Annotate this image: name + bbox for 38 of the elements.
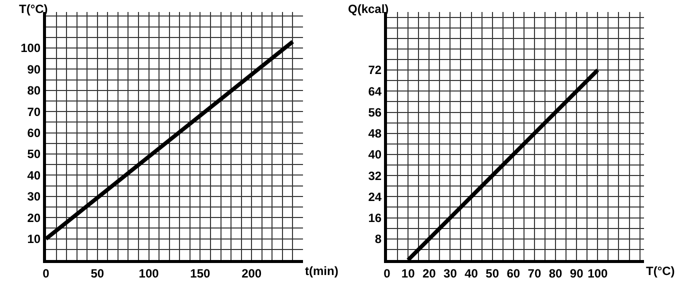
y-tick-label: 40 [368, 148, 382, 162]
x-tick-label: 20 [422, 266, 436, 280]
y-tick-label: 40 [27, 168, 41, 182]
y-tick-label: 80 [27, 84, 41, 98]
y-tick-label: 32 [368, 168, 382, 183]
y-tick-label: 16 [368, 210, 382, 225]
y-axis-title: Q(kcal) [348, 2, 389, 16]
x-tick-label: 90 [570, 266, 584, 280]
x-tick-label: 10 [401, 266, 416, 280]
y-tick-label: 30 [27, 190, 41, 204]
y-tick-label: 10 [27, 232, 41, 246]
x-tick-label: 30 [444, 266, 458, 280]
y-tick-label: 48 [368, 126, 382, 141]
x-tick-label: 0 [384, 266, 391, 280]
x-tick-label: 80 [548, 266, 563, 280]
y-tick-label: 56 [368, 105, 382, 120]
y-tick-label: 8 [374, 232, 382, 246]
x-tick-label: 200 [242, 266, 262, 280]
y-tick-label: 60 [27, 126, 41, 140]
y-tick-label: 70 [27, 104, 41, 119]
x-tick-label: 0 [42, 266, 50, 280]
y-tick-label: 64 [368, 84, 382, 98]
y-tick-label: 20 [27, 210, 41, 225]
x-tick-label: 50 [90, 266, 104, 280]
y-tick-label: 72 [368, 63, 382, 78]
x-tick-label: 150 [190, 266, 211, 280]
x-axis-title: T(°C) [646, 264, 675, 278]
y-tick-label: 50 [27, 147, 41, 162]
x-tick-label: 60 [506, 266, 520, 280]
x-tick-label: 40 [464, 266, 478, 280]
y-tick-label: 100 [20, 41, 41, 56]
x-tick-label: 50 [486, 266, 500, 280]
x-axis-title: t(min) [305, 264, 338, 278]
x-tick-label: 100 [588, 266, 608, 280]
x-tick-label: 100 [138, 266, 160, 280]
y-tick-label: 24 [368, 190, 382, 204]
y-tick-label: 90 [27, 62, 41, 76]
x-tick-label: 70 [528, 266, 542, 280]
